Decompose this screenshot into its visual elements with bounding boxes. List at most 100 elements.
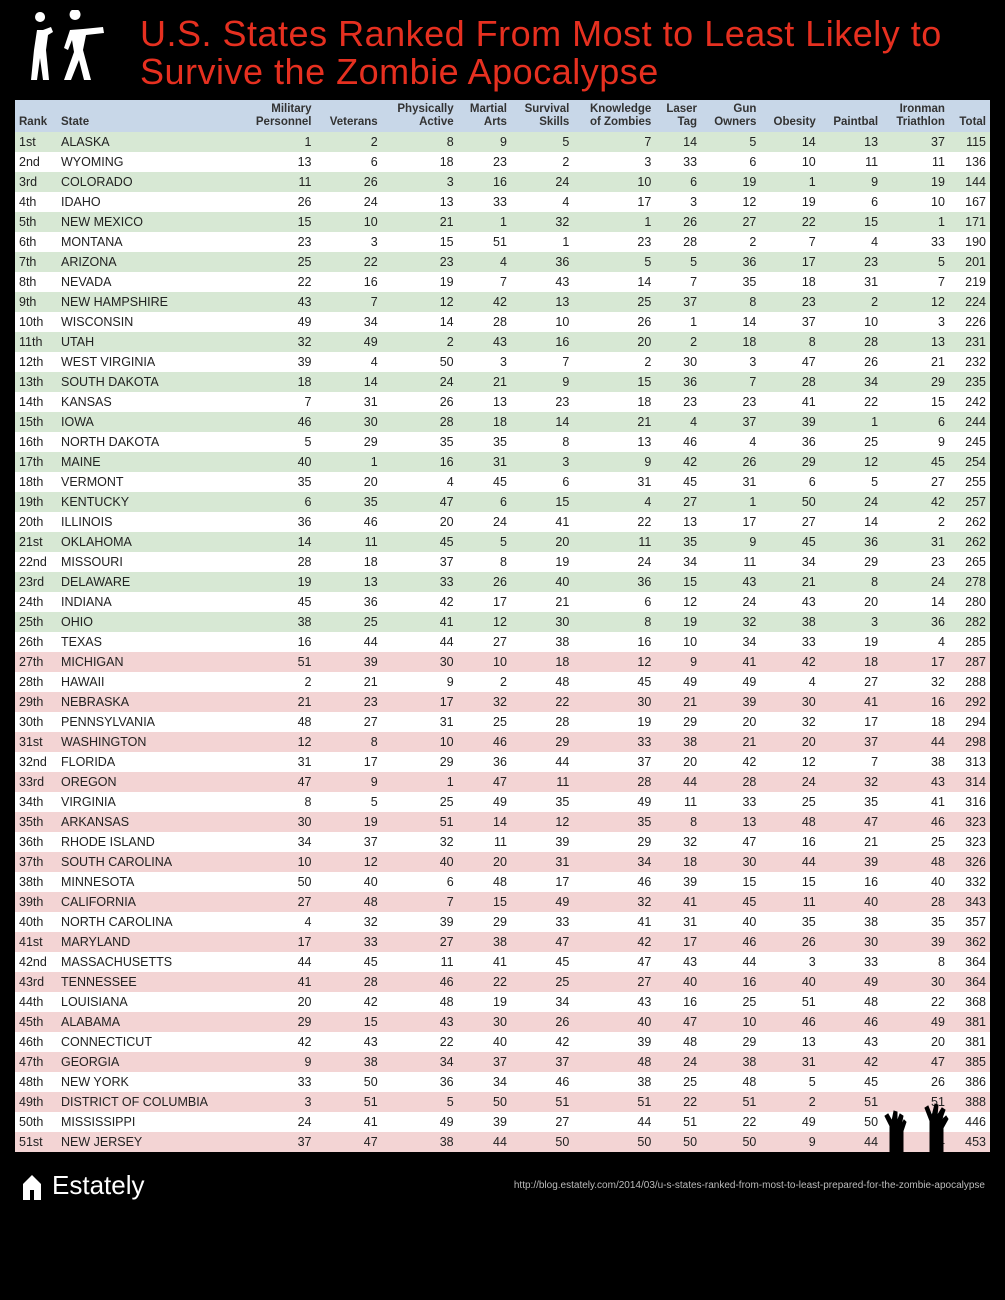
rankings-table: RankStateMilitaryPersonnelVeteransPhysic… (15, 100, 990, 1152)
value-cell: 29 (240, 1012, 315, 1032)
value-cell: 5 (760, 1072, 819, 1092)
rank-cell: 29th (15, 692, 57, 712)
value-cell: 45 (820, 1072, 882, 1092)
value-cell: 29 (458, 912, 511, 932)
value-cell: 14 (760, 132, 819, 152)
value-cell: 32 (382, 832, 458, 852)
value-cell: 32 (820, 772, 882, 792)
value-cell: 294 (949, 712, 990, 732)
value-cell: 38 (573, 1072, 655, 1092)
value-cell: 9 (240, 1052, 315, 1072)
value-cell: 6 (458, 492, 511, 512)
table-row: 26thTEXAS164444273816103433194285 (15, 632, 990, 652)
value-cell: 21 (382, 212, 458, 232)
rank-cell: 7th (15, 252, 57, 272)
value-cell: 10 (511, 312, 573, 332)
table-row: 18thVERMONT352044563145316527255 (15, 472, 990, 492)
value-cell: 33 (240, 1072, 315, 1092)
value-cell: 11 (458, 832, 511, 852)
rank-cell: 3rd (15, 172, 57, 192)
value-cell: 10 (382, 732, 458, 752)
value-cell: 1 (882, 212, 949, 232)
value-cell: 35 (573, 812, 655, 832)
value-cell: 8 (316, 732, 382, 752)
value-cell: 36 (511, 252, 573, 272)
value-cell: 32 (701, 612, 760, 632)
value-cell: 45 (882, 452, 949, 472)
rank-cell: 21st (15, 532, 57, 552)
value-cell: 32 (655, 832, 701, 852)
rank-cell: 43rd (15, 972, 57, 992)
value-cell: 235 (949, 372, 990, 392)
value-cell: 21 (820, 832, 882, 852)
table-row: 25thOHIO38254112308193238336282 (15, 612, 990, 632)
value-cell: 34 (240, 832, 315, 852)
value-cell: 323 (949, 832, 990, 852)
value-cell: 25 (511, 972, 573, 992)
value-cell: 44 (882, 732, 949, 752)
state-cell: MAINE (57, 452, 240, 472)
value-cell: 32 (240, 332, 315, 352)
state-cell: NEW HAMPSHIRE (57, 292, 240, 312)
value-cell: 25 (701, 992, 760, 1012)
value-cell: 43 (240, 292, 315, 312)
value-cell: 1 (316, 452, 382, 472)
value-cell: 31 (760, 1052, 819, 1072)
value-cell: 42 (655, 452, 701, 472)
state-cell: CONNECTICUT (57, 1032, 240, 1052)
table-row: 3rdCOLORADO112631624106191919144 (15, 172, 990, 192)
value-cell: 26 (458, 572, 511, 592)
value-cell: 2 (701, 232, 760, 252)
value-cell: 19 (458, 992, 511, 1012)
value-cell: 18 (573, 392, 655, 412)
value-cell: 6 (511, 472, 573, 492)
value-cell: 51 (240, 652, 315, 672)
value-cell: 34 (382, 1052, 458, 1072)
value-cell: 39 (760, 412, 819, 432)
state-cell: WEST VIRGINIA (57, 352, 240, 372)
value-cell: 30 (820, 932, 882, 952)
value-cell: 2 (655, 332, 701, 352)
value-cell: 38 (820, 912, 882, 932)
value-cell: 4 (882, 632, 949, 652)
value-cell: 24 (655, 1052, 701, 1072)
value-cell: 25 (820, 432, 882, 452)
value-cell: 22 (655, 1092, 701, 1112)
value-cell: 30 (511, 612, 573, 632)
value-cell: 23 (655, 392, 701, 412)
value-cell: 5 (573, 252, 655, 272)
table-row: 37thSOUTH CAROLINA1012402031341830443948… (15, 852, 990, 872)
state-cell: TENNESSEE (57, 972, 240, 992)
value-cell: 24 (882, 572, 949, 592)
value-cell: 49 (382, 1112, 458, 1132)
value-cell: 5 (701, 132, 760, 152)
value-cell: 219 (949, 272, 990, 292)
value-cell: 1 (820, 412, 882, 432)
state-cell: MARYLAND (57, 932, 240, 952)
table-row: 51stNEW JERSEY374738445050505094434453 (15, 1132, 990, 1152)
table-row: 9thNEW HAMPSHIRE4371242132537823212224 (15, 292, 990, 312)
value-cell: 39 (573, 1032, 655, 1052)
value-cell: 42 (240, 1032, 315, 1052)
value-cell: 28 (760, 372, 819, 392)
value-cell: 43 (316, 1032, 382, 1052)
table-row: 30thPENNSYLVANIA482731252819292032171829… (15, 712, 990, 732)
value-cell: 44 (382, 632, 458, 652)
state-cell: TEXAS (57, 632, 240, 652)
value-cell: 27 (316, 712, 382, 732)
value-cell: 224 (949, 292, 990, 312)
value-cell: 13 (458, 392, 511, 412)
value-cell: 288 (949, 672, 990, 692)
value-cell: 33 (382, 572, 458, 592)
value-cell: 11 (760, 892, 819, 912)
value-cell: 14 (316, 372, 382, 392)
value-cell: 28 (573, 772, 655, 792)
value-cell: 35 (701, 272, 760, 292)
value-cell: 2 (382, 332, 458, 352)
state-cell: WYOMING (57, 152, 240, 172)
value-cell: 388 (949, 1092, 990, 1112)
value-cell: 115 (949, 132, 990, 152)
value-cell: 36 (240, 512, 315, 532)
table-row: 50thMISSISSIPPI2441493927445122495050446 (15, 1112, 990, 1132)
value-cell: 7 (511, 352, 573, 372)
